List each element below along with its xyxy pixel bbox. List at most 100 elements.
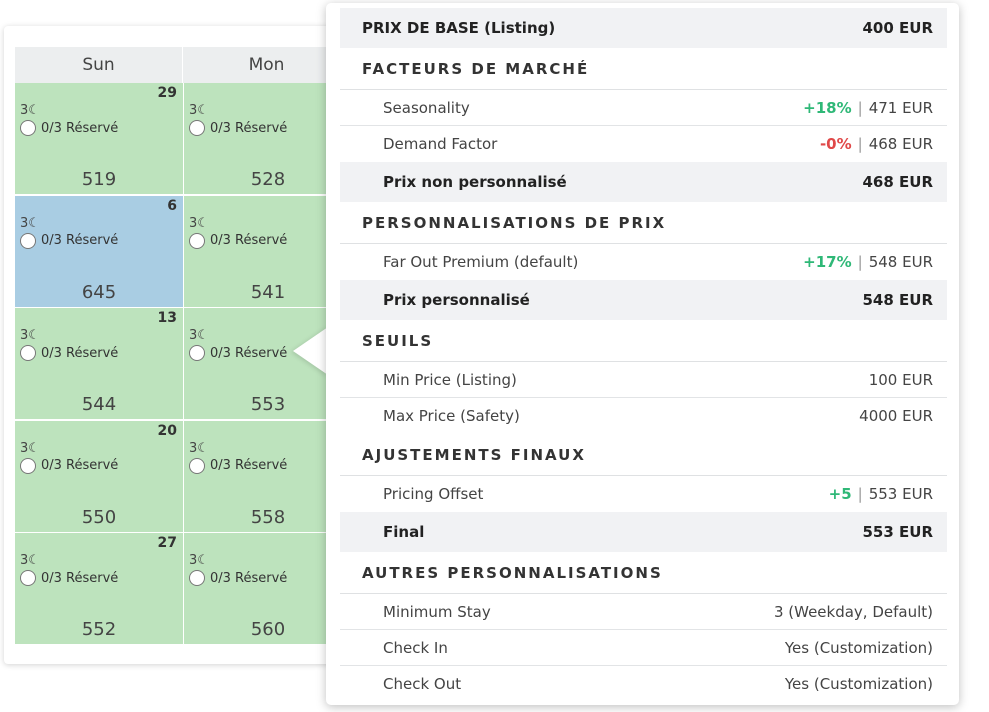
reservation-text: 0/3 Réservé [41, 233, 119, 248]
calendar-week-row: 29 3☾ 0/3 Réservé 519 3☾ 0/3 Réservé 528 [15, 83, 355, 196]
day-price: 550 [81, 506, 117, 528]
reservation-status: 0/3 Réservé [189, 457, 288, 474]
pricing-offset-value: 553 EUR [868, 485, 933, 503]
reservation-status: 0/3 Réservé [20, 345, 118, 361]
check-out-label: Check Out [383, 675, 462, 693]
reservation-text: 0/3 Réservé [41, 570, 119, 586]
day-header-sun: Sun [15, 47, 183, 83]
calendar-day-cell[interactable]: 3☾ 0/3 Réservé 560 [184, 533, 352, 644]
day-number: 20 [157, 422, 177, 439]
calendar-day-cell[interactable]: 3☾ 0/3 Réservé 541 [184, 195, 352, 307]
day-price: 541 [250, 281, 286, 303]
section-final-adjustments: AJUSTEMENTS FINAUX [340, 434, 947, 476]
radio-circle-icon[interactable] [189, 570, 205, 586]
day-price: 519 [81, 169, 117, 190]
section-market-factors: FACTEURS DE MARCHÉ [340, 48, 947, 90]
day-number: 6 [167, 197, 177, 214]
unpersonalized-price-value: 468 EUR [862, 173, 933, 191]
radio-circle-icon[interactable] [20, 457, 36, 474]
min-stay-moon-label: 3☾ [189, 553, 209, 568]
far-out-premium-delta: +17% [803, 253, 852, 271]
seasonality-value: 471 EUR [868, 98, 933, 117]
reservation-status: 0/3 Réservé [20, 570, 118, 586]
demand-factor-row: Demand Factor -0% | 468 EUR [340, 126, 947, 162]
reservation-status: 0/3 Réservé [189, 345, 287, 361]
day-price: 560 [250, 619, 286, 640]
pricing-offset-label: Pricing Offset [383, 485, 484, 503]
max-price-value: 4000 EUR [859, 407, 933, 425]
separator: | [857, 135, 863, 153]
reservation-status: 0/3 Réservé [20, 232, 119, 249]
radio-circle-icon[interactable] [189, 120, 205, 136]
min-price-value: 100 EUR [868, 370, 933, 389]
price-breakdown-popover: PRIX DE BASE (Listing) 400 EUR FACTEURS … [326, 3, 959, 705]
reservation-status: 0/3 Réservé [20, 457, 119, 474]
calendar-day-cell[interactable]: 13 3☾ 0/3 Réservé 544 [15, 308, 183, 419]
reservation-status: 0/3 Réservé [20, 120, 118, 136]
reservation-text: 0/3 Réservé [210, 458, 288, 473]
min-stay-moon-label: 3☾ [20, 215, 40, 231]
reservation-text: 0/3 Réservé [41, 120, 119, 136]
day-number: 27 [157, 535, 177, 551]
unpersonalized-price-label: Prix non personnalisé [383, 173, 567, 191]
calendar-day-cell[interactable]: 20 3☾ 0/3 Réservé 550 [15, 420, 183, 532]
min-price-row: Min Price (Listing) 100 EUR [340, 362, 947, 398]
final-price-label: Final [383, 523, 425, 541]
final-price-row: Final 553 EUR [340, 512, 947, 552]
radio-circle-icon[interactable] [20, 232, 36, 249]
minimum-stay-row: Minimum Stay 3 (Weekday, Default) [340, 594, 947, 630]
separator: | [857, 485, 863, 503]
seasonality-label: Seasonality [383, 98, 470, 117]
section-thresholds: SEUILS [340, 320, 947, 362]
day-price: 553 [250, 394, 286, 415]
personalized-price-row: Prix personnalisé 548 EUR [340, 280, 947, 320]
radio-circle-icon[interactable] [20, 120, 36, 136]
minimum-stay-label: Minimum Stay [383, 602, 491, 621]
reservation-text: 0/3 Réservé [210, 233, 288, 248]
reservation-text: 0/3 Réservé [41, 458, 119, 473]
min-stay-moon-label: 3☾ [20, 553, 40, 568]
calendar-day-cell[interactable]: 3☾ 0/3 Réservé 558 [184, 420, 352, 532]
check-in-label: Check In [383, 638, 448, 657]
calendar-day-cell[interactable]: 29 3☾ 0/3 Réservé 519 [15, 83, 183, 194]
min-stay-moon-label: 3☾ [20, 328, 40, 343]
minimum-stay-value: 3 (Weekday, Default) [773, 602, 933, 621]
demand-factor-delta: -0% [819, 135, 852, 153]
base-price-label: PRIX DE BASE (Listing) [362, 19, 556, 37]
reservation-status: 0/3 Réservé [189, 120, 287, 136]
day-price: 558 [250, 506, 286, 528]
seasonality-delta: +18% [803, 98, 852, 117]
section-price-customizations: PERSONNALISATIONS DE PRIX [340, 202, 947, 244]
calendar-day-cell[interactable]: 6 3☾ 0/3 Réservé 645 [15, 195, 183, 307]
min-stay-moon-label: 3☾ [189, 215, 209, 231]
personalized-price-value: 548 EUR [862, 291, 933, 309]
pricing-offset-row: Pricing Offset +5 | 553 EUR [340, 476, 947, 512]
calendar-week-row: 20 3☾ 0/3 Réservé 550 3☾ 0/3 Réservé 558 [15, 420, 355, 534]
demand-factor-label: Demand Factor [383, 135, 498, 153]
far-out-premium-row: Far Out Premium (default) +17% | 548 EUR [340, 244, 947, 280]
demand-factor-value: 468 EUR [868, 135, 933, 153]
calendar-day-cell[interactable]: 27 3☾ 0/3 Réservé 552 [15, 533, 183, 644]
personalized-price-label: Prix personnalisé [383, 291, 530, 309]
final-price-value: 553 EUR [862, 523, 933, 541]
reservation-status: 0/3 Réservé [189, 570, 287, 586]
radio-circle-icon[interactable] [20, 345, 36, 361]
radio-circle-icon[interactable] [20, 570, 36, 586]
calendar-day-cell[interactable]: 3☾ 0/3 Réservé 528 [184, 83, 352, 194]
separator: | [857, 253, 863, 271]
radio-circle-icon[interactable] [189, 232, 205, 249]
min-stay-moon-label: 3☾ [189, 440, 209, 456]
check-out-row: Check Out Yes (Customization) [340, 666, 947, 702]
day-price: 528 [250, 169, 286, 190]
calendar-grid: 29 3☾ 0/3 Réservé 519 3☾ 0/3 Réservé 528 6 3☾ 0/3… [15, 83, 355, 646]
separator: | [857, 98, 863, 117]
far-out-premium-label: Far Out Premium (default) [383, 253, 579, 271]
reservation-status: 0/3 Réservé [189, 232, 288, 249]
popover-arrow [293, 327, 328, 375]
radio-circle-icon[interactable] [189, 345, 205, 361]
base-price-row: PRIX DE BASE (Listing) 400 EUR [340, 8, 947, 48]
calendar-week-row: 6 3☾ 0/3 Réservé 645 3☾ 0/3 Réservé 541 [15, 195, 355, 309]
day-price: 645 [81, 281, 117, 303]
radio-circle-icon[interactable] [189, 457, 205, 474]
reservation-text: 0/3 Réservé [210, 345, 288, 361]
